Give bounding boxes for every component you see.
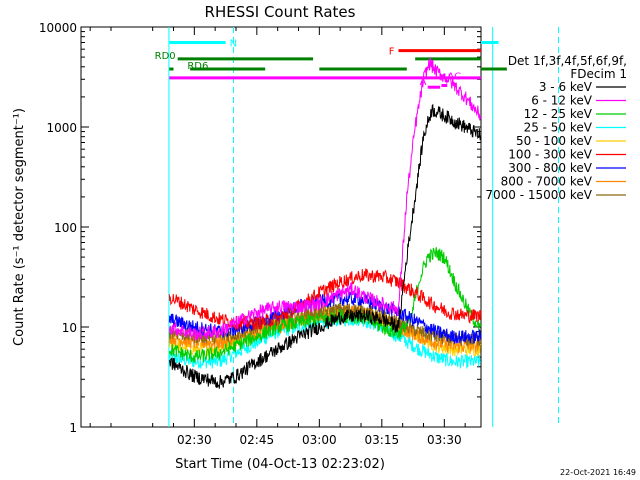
- x-tick-label: 02:30: [177, 433, 212, 447]
- x-tick-label: 03:15: [365, 433, 400, 447]
- flag-label: F: [389, 47, 395, 58]
- legend-entry-label: 50 - 100 keV: [516, 134, 593, 148]
- legend-entry-label: 800 - 7000 keV: [501, 175, 593, 189]
- y-axis: 1 10 100 1000 10000: [39, 21, 481, 435]
- x-tick-label: 03:30: [427, 433, 462, 447]
- flag-label: RD0: [155, 51, 176, 62]
- y-tick-label: 10: [62, 321, 77, 335]
- vertical-marker-layer: [168, 27, 559, 427]
- legend-entry-label: 100 - 300 keV: [508, 148, 592, 162]
- chart-title: RHESSI Count Rates: [205, 3, 356, 21]
- y-tick-label: 100: [54, 221, 77, 235]
- legend-entry-label: 3 - 6 keV: [539, 80, 593, 94]
- flag-label: N: [230, 38, 237, 49]
- legend-entry-label: 12 - 25 keV: [524, 107, 593, 121]
- legend: Det 1f,3f,4f,5f,6f,9f, FDecim 1 3 - 6 ke…: [485, 54, 627, 202]
- y-axis-label: Count Rate (s⁻¹ detector segment⁻¹): [12, 108, 27, 346]
- legend-entry-label: 25 - 50 keV: [524, 121, 593, 135]
- y-tick-label: 1000: [46, 121, 77, 135]
- flag-label: RD6: [187, 61, 208, 72]
- footer-timestamp: 22-Oct-2021 16:49: [560, 468, 636, 477]
- series-trace: [168, 57, 482, 341]
- series-trace: [168, 312, 482, 369]
- x-tick-label: 03:00: [302, 433, 337, 447]
- series-trace: [168, 247, 482, 363]
- x-axis: 02:30 02:45 03:00 03:15 03:30: [89, 27, 466, 447]
- series-trace: [168, 103, 482, 389]
- y-tick-label: 1: [69, 421, 77, 435]
- y-tick-label: 10000: [39, 21, 77, 35]
- legend-entry-label: 300 - 800 keV: [508, 161, 592, 175]
- series-trace: [168, 268, 482, 332]
- x-axis-label: Start Time (04-Oct-13 02:23:02): [175, 457, 385, 472]
- x-tick-label: 02:45: [240, 433, 275, 447]
- legend-entry-label: 6 - 12 keV: [531, 94, 593, 108]
- legend-header-line-2: FDecim 1: [570, 67, 627, 81]
- legend-entry-label: 7000 - 15000 keV: [485, 188, 592, 202]
- legend-header-line-1: Det 1f,3f,4f,5f,6f,9f,: [508, 54, 627, 68]
- series-layer: [168, 57, 482, 389]
- flag-label: AC: [447, 72, 461, 83]
